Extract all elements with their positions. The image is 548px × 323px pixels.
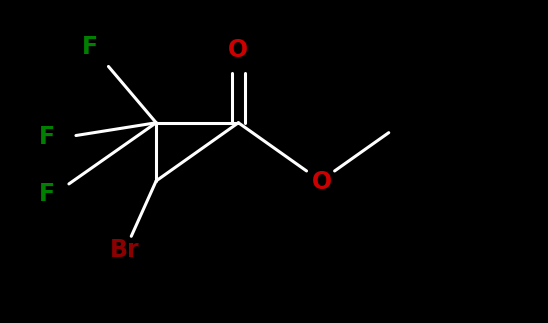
Text: F: F (82, 35, 99, 59)
Text: F: F (38, 182, 55, 206)
Text: O: O (229, 38, 248, 62)
Text: F: F (38, 125, 55, 149)
Text: Br: Br (110, 238, 140, 262)
Text: O: O (312, 171, 332, 194)
